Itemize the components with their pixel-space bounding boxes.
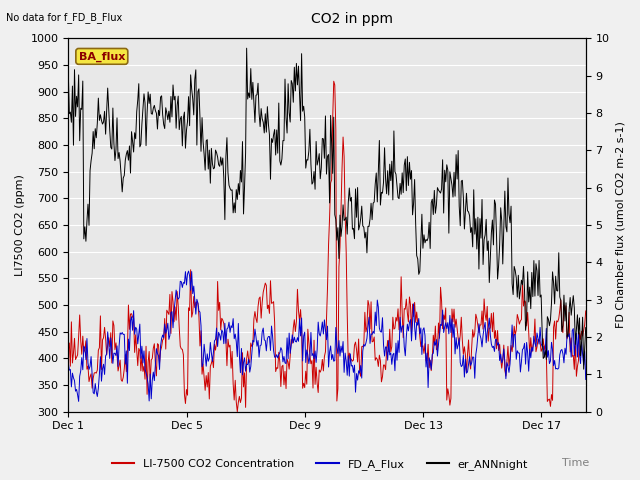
Y-axis label: FD Chamber flux (umol CO2 m-2 s-1): FD Chamber flux (umol CO2 m-2 s-1) xyxy=(615,121,625,328)
Text: BA_flux: BA_flux xyxy=(79,51,125,61)
Text: Time: Time xyxy=(561,458,589,468)
Text: No data for f_FD_B_Flux: No data for f_FD_B_Flux xyxy=(6,12,123,23)
Legend: LI-7500 CO2 Concentration, FD_A_Flux, er_ANNnight: LI-7500 CO2 Concentration, FD_A_Flux, er… xyxy=(108,455,532,474)
Text: CO2 in ppm: CO2 in ppm xyxy=(311,12,393,26)
Y-axis label: LI7500 CO2 (ppm): LI7500 CO2 (ppm) xyxy=(15,174,25,276)
